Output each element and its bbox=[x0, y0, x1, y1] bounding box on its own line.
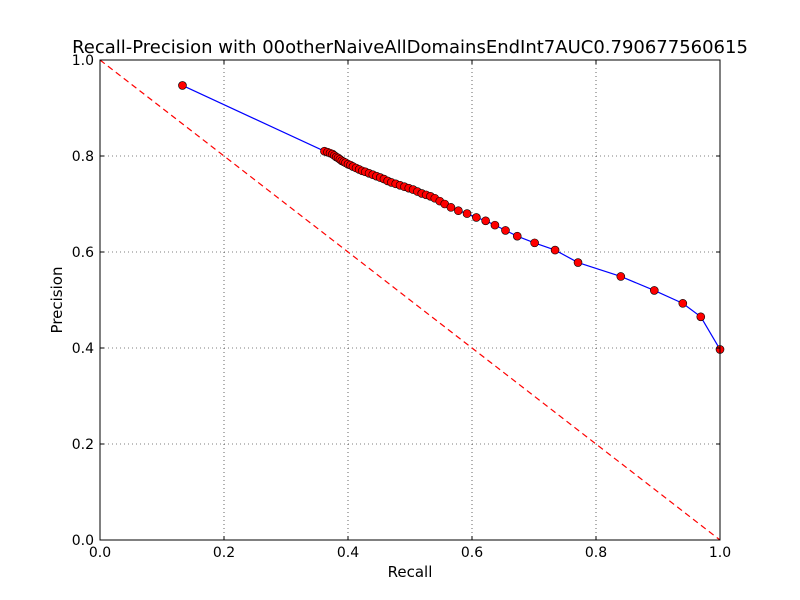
data-point bbox=[501, 226, 510, 235]
data-point bbox=[462, 209, 472, 218]
ticks: 0.0 0.2 0.4 0.6 0.8 1.0 0.0 0.2 0.4 0.6 0.8 1.0 bbox=[72, 53, 731, 561]
y-tick-label: 0.2 bbox=[72, 437, 94, 453]
y-tick-label: 0.0 bbox=[72, 533, 94, 549]
data-point bbox=[678, 299, 688, 308]
data-point bbox=[490, 220, 500, 230]
y-tick-label: 0.8 bbox=[72, 149, 94, 165]
data-point bbox=[573, 258, 583, 267]
y-tick-label: 0.6 bbox=[72, 245, 94, 261]
x-axis-label: Recall bbox=[388, 563, 433, 581]
data-point bbox=[696, 312, 706, 322]
data-point bbox=[649, 286, 659, 295]
x-tick-label: 0.0 bbox=[89, 545, 111, 561]
x-tick-label: 1.0 bbox=[709, 545, 731, 561]
data-point bbox=[616, 272, 626, 281]
x-tick-label: 0.4 bbox=[337, 545, 359, 561]
x-tick-label: 0.6 bbox=[461, 545, 483, 561]
y-axis-label: Precision bbox=[48, 267, 66, 334]
y-tick-label: 1.0 bbox=[72, 53, 94, 69]
plot-frame bbox=[99, 59, 721, 541]
data-point bbox=[512, 231, 522, 241]
data-point bbox=[454, 206, 463, 216]
data-point bbox=[550, 245, 560, 255]
data-point bbox=[472, 213, 481, 222]
y-tick-label: 0.4 bbox=[72, 341, 94, 357]
chart-title: Recall-Precision with 00otherNaiveAllDom… bbox=[72, 37, 748, 58]
grid bbox=[100, 60, 720, 540]
x-tick-label: 0.2 bbox=[213, 545, 235, 561]
data-point bbox=[481, 216, 490, 226]
baseline-diagonal-line bbox=[99, 59, 721, 541]
series-layer bbox=[99, 59, 725, 541]
data-point bbox=[530, 238, 539, 248]
x-tick-label: 0.8 bbox=[585, 545, 607, 561]
data-point bbox=[178, 81, 187, 90]
data-point bbox=[446, 203, 456, 212]
